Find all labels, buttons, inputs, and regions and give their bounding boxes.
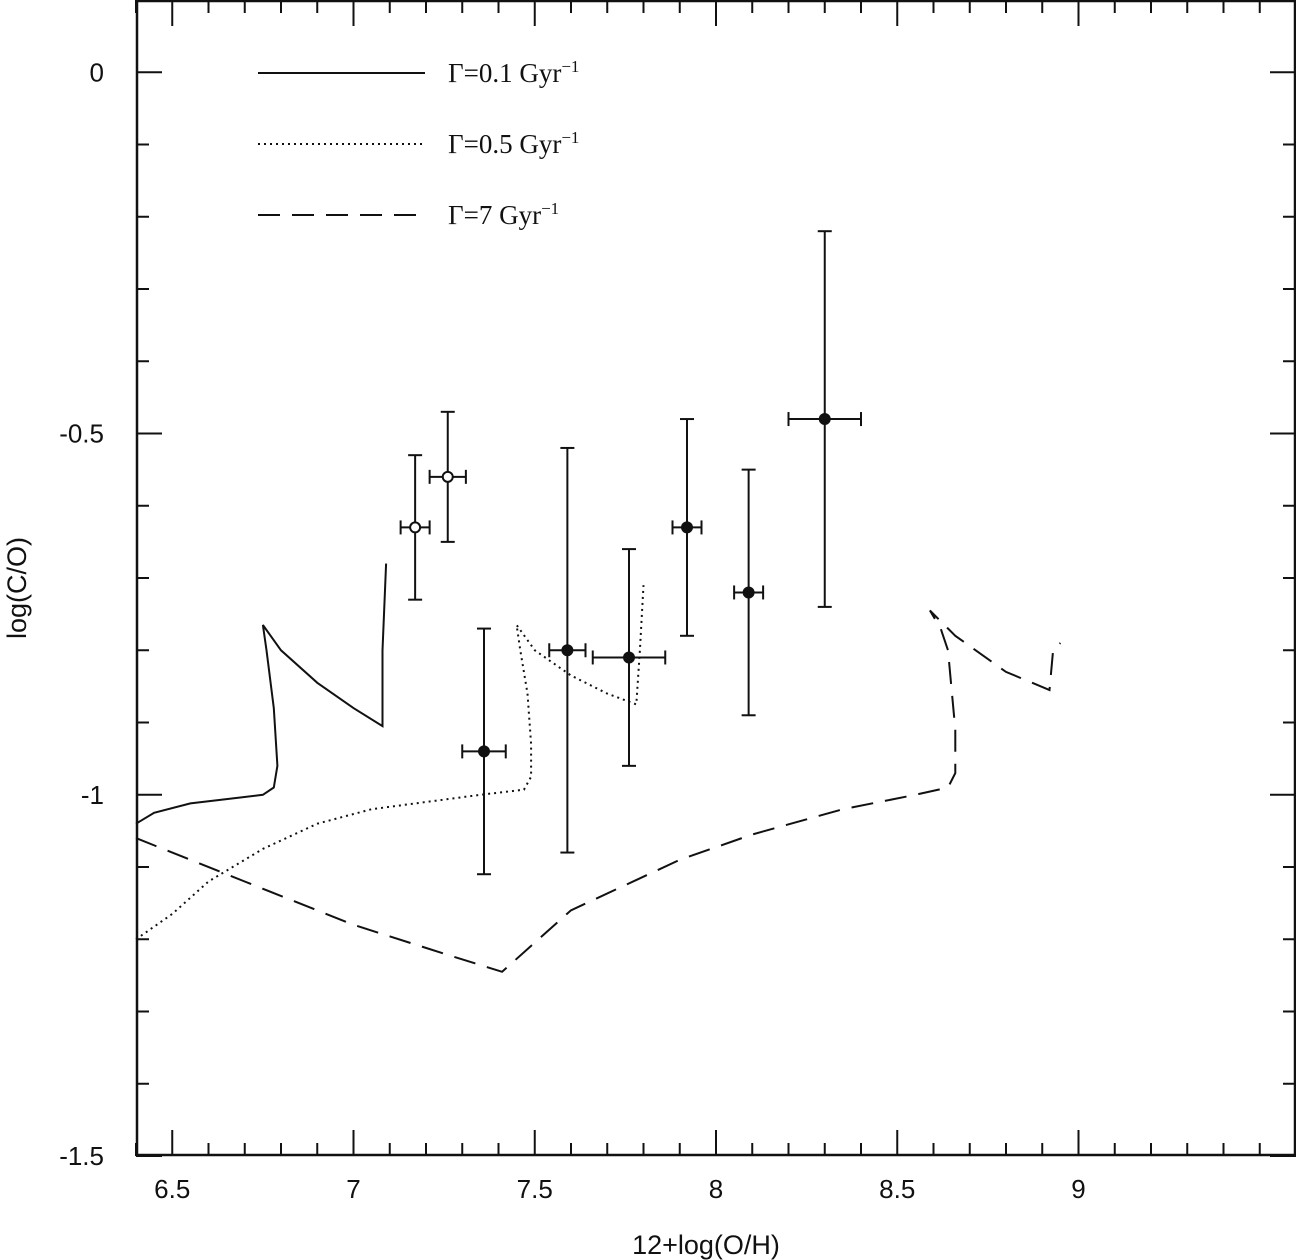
data-point [591,548,667,767]
x-tick-label: 7 [346,1174,360,1204]
plot-frame [135,0,1296,1157]
y-tick-label: 0 [90,57,104,87]
data-point [461,627,507,876]
x-tick-label: 8 [709,1174,723,1204]
curve-dashed [135,609,1062,973]
y-tick-label: -1.5 [59,1141,104,1171]
filled-marker [818,413,831,426]
open-marker [409,521,422,534]
filled-marker [561,644,574,657]
legend-label: Γ=7 Gyr−1 [448,199,559,230]
curve-dotted [135,585,645,941]
x-axis-title: 12+log(O/H) [632,1230,780,1260]
data-point [787,230,862,608]
legend-label: Γ=0.1 Gyr−1 [448,57,579,88]
data-point [548,446,587,854]
data-point [428,410,467,543]
y-axis-title: log(C/O) [2,537,32,639]
data-point [671,418,703,637]
open-marker [441,470,454,483]
data-point [399,454,431,601]
data-point [733,468,765,717]
y-tick-label: -0.5 [59,419,104,449]
y-tick-label: -1 [81,780,104,810]
filled-marker [681,521,693,534]
filled-marker [478,745,490,758]
x-tick-label: 9 [1071,1174,1085,1204]
x-tick-label: 7.5 [517,1174,553,1204]
filled-marker [742,586,755,599]
x-tick-label: 8.5 [879,1174,915,1204]
filled-marker [623,651,635,664]
x-tick-label: 6.5 [154,1174,190,1204]
legend-label: Γ=0.5 Gyr−1 [448,128,579,159]
curve-solid [135,563,388,825]
